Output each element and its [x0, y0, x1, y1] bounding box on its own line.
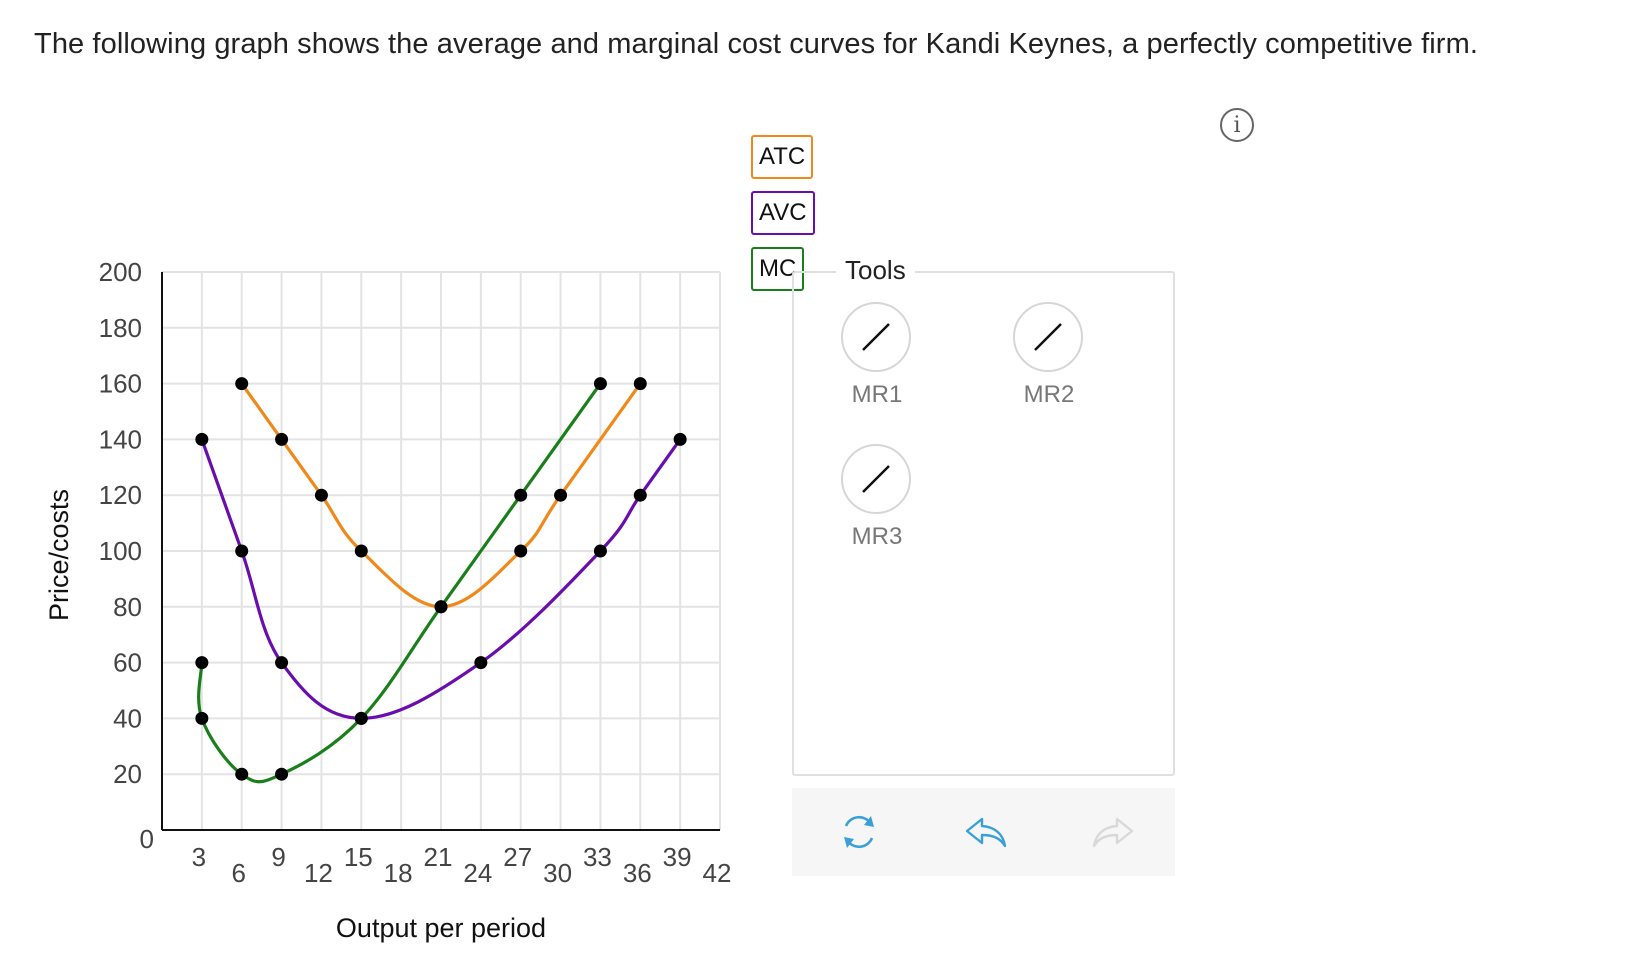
- series-points: [195, 377, 687, 781]
- x-tick-label: 6: [231, 858, 245, 888]
- tools-title: Tools: [836, 255, 915, 286]
- chart-grid: [162, 271, 721, 830]
- avc-point[interactable]: [235, 544, 249, 558]
- tools-panel: [792, 271, 1175, 776]
- line-tool-icon: [841, 302, 911, 372]
- x-tick-label: 15: [344, 842, 373, 872]
- x-axis-label: Output per period: [336, 913, 546, 943]
- line-tool-icon: [841, 444, 911, 514]
- atc-point[interactable]: [275, 432, 289, 446]
- mc-point[interactable]: [195, 656, 209, 670]
- avc-point[interactable]: [474, 656, 488, 670]
- y-tick-label: 100: [99, 536, 142, 566]
- legend-mc[interactable]: MC: [751, 247, 805, 291]
- x-tick-label: 3: [192, 842, 206, 872]
- undo-button[interactable]: [962, 808, 1010, 856]
- y-tick-label: 120: [99, 480, 142, 510]
- x-tick-label: 33: [583, 842, 612, 872]
- y-tick-label: 200: [99, 257, 142, 287]
- avc-point[interactable]: [633, 488, 647, 502]
- mc-point[interactable]: [275, 767, 289, 781]
- legend-avc-label: AVC: [759, 199, 807, 226]
- chart-axes: [161, 272, 720, 831]
- mc-curve[interactable]: [197, 382, 603, 784]
- tool-mr3[interactable]: MR3: [841, 444, 913, 551]
- y-tick-label: 80: [113, 592, 142, 622]
- x-tick-label: 21: [424, 842, 453, 872]
- y-tick-label: 160: [99, 369, 142, 399]
- legend-atc-label: ATC: [759, 143, 806, 170]
- tool-mr1-label: MR1: [851, 381, 903, 408]
- x-tick-label: 39: [663, 842, 692, 872]
- legend-mc-label: MC: [759, 255, 797, 282]
- tool-mr1[interactable]: MR1: [841, 302, 913, 409]
- info-symbol: i: [1233, 112, 1241, 138]
- tool-mr2[interactable]: MR2: [1013, 302, 1085, 409]
- undo-icon: [965, 817, 1007, 848]
- x-tick-label: 36: [623, 858, 652, 888]
- y-tick-labels: 0 20 40 60 80 100 120 140 160 180 200: [99, 257, 154, 854]
- x-tick-label: 27: [503, 842, 532, 872]
- y-tick-label: 0: [140, 824, 154, 854]
- x-tick-label: 18: [384, 858, 413, 888]
- tool-mr2-label: MR2: [1023, 381, 1075, 408]
- info-icon[interactable]: i: [1220, 108, 1254, 142]
- refresh-icon: [844, 815, 874, 849]
- x-tick-label: 24: [463, 858, 492, 888]
- redo-icon: [1092, 817, 1134, 848]
- x-tick-label: 30: [543, 858, 572, 888]
- avc-curve[interactable]: [200, 437, 682, 720]
- atc-point[interactable]: [554, 488, 568, 502]
- question-prompt: The following graph shows the average an…: [34, 28, 1478, 60]
- tool-mr3-label: MR3: [851, 523, 903, 550]
- atc-point[interactable]: [514, 544, 528, 558]
- x-tick-label: 9: [271, 842, 285, 872]
- atc-point[interactable]: [235, 377, 249, 391]
- avc-point[interactable]: [275, 656, 289, 670]
- mc-point[interactable]: [354, 711, 368, 725]
- y-tick-label: 60: [113, 648, 142, 678]
- y-tick-label: 40: [113, 703, 142, 733]
- legend-atc[interactable]: ATC: [751, 135, 814, 179]
- series-lines: [197, 382, 682, 784]
- avc-point[interactable]: [593, 544, 607, 558]
- legend-avc[interactable]: AVC: [751, 191, 815, 235]
- action-bar: [792, 788, 1175, 876]
- mc-point[interactable]: [434, 600, 448, 614]
- atc-point[interactable]: [633, 377, 647, 391]
- avc-point[interactable]: [195, 432, 209, 446]
- y-tick-label: 140: [99, 424, 142, 454]
- mc-point[interactable]: [235, 767, 249, 781]
- mc-point[interactable]: [514, 488, 528, 502]
- atc-point[interactable]: [314, 488, 328, 502]
- y-tick-label: 180: [99, 313, 142, 343]
- y-tick-label: 20: [113, 759, 142, 789]
- mc-point[interactable]: [593, 377, 607, 391]
- atc-point[interactable]: [354, 544, 368, 558]
- avc-point[interactable]: [673, 432, 687, 446]
- y-axis-label: Price/costs: [44, 489, 74, 621]
- redo-button[interactable]: [1089, 808, 1137, 856]
- x-tick-label: 12: [304, 858, 333, 888]
- reset-button[interactable]: [835, 808, 883, 856]
- mc-point[interactable]: [195, 711, 209, 725]
- x-tick-label: 42: [703, 858, 732, 888]
- line-tool-icon: [1013, 302, 1083, 372]
